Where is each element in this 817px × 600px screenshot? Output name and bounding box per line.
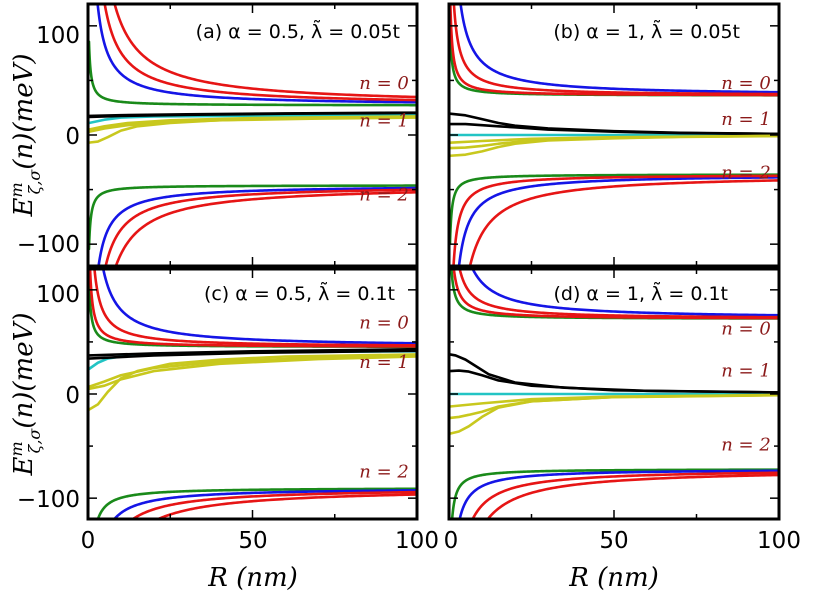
panel-a-ytick-neg100: −100 [17, 232, 80, 258]
panel-b-series-n2-green [449, 173, 779, 245]
panel-d-n-labels: n = 0 n = 1 n = 2 [721, 319, 771, 456]
panel-a-ticks [87, 4, 418, 266]
panel-b: (b) α = 1, λ̃ = 0.05t n = 0 n = 1 n = 2 [447, 2, 781, 268]
panel-a-n-label-0: n = 0 [359, 73, 409, 94]
x-axis-label-right: R (nm) [568, 563, 659, 593]
panel-a-series-n2-green [88, 184, 417, 251]
y-axis-label-top: Emζ,σ(n)(meV) [7, 54, 44, 218]
panel-a-n-label-1: n = 1 [359, 110, 409, 131]
panel-c-series-n0-blue [101, 269, 417, 345]
y-axis-label-bottom: Emζ,σ(n)(meV) [7, 313, 44, 477]
panel-c-n-label-2: n = 2 [359, 461, 409, 482]
panel-b-series-n0-red-2 [449, 4, 779, 97]
panel-a-series-n1-black-2 [88, 111, 417, 119]
panel-c-series-n1-yellow-3 [88, 353, 417, 389]
y-label-sub: ζ,σ [25, 428, 44, 454]
panel-c-series-n2-blue [112, 489, 417, 519]
panel-a: (a) α = 0.5, λ̃ = 0.05t n = 0n = 1n = 2 … [17, 2, 419, 268]
panel-d-xtick-0: 0 [444, 528, 459, 554]
panel-b-series [449, 4, 779, 266]
panel-d: (d) α = 1, λ̃ = 0.1t n = 0 n = 1 n = 2 0 5… [444, 267, 801, 554]
panel-d-series-n2-green [450, 468, 779, 519]
y-label-base: E [9, 456, 39, 476]
panel-a-ytick-0: 0 [65, 124, 80, 150]
panel-d-series-n2-blue [458, 469, 779, 519]
panel-d-series-n2-red-2 [486, 473, 779, 519]
panel-c: (c) α = 0.5, λ̃ = 0.1t n = 0 n = 1 n = 2 1… [17, 267, 439, 554]
panel-c-series-n2-red-2 [155, 493, 417, 519]
panel-c-title: (c) α = 0.5, λ̃ = 0.1t [204, 280, 395, 305]
y-label-sup: m [7, 182, 26, 197]
panel-c-n-label-1: n = 1 [359, 352, 409, 373]
panel-a-title: (a) α = 0.5, λ̃ = 0.05t [196, 18, 400, 43]
panel-c-xtick-0: 0 [81, 528, 96, 554]
y-label-sub: ζ,σ [25, 169, 44, 195]
panel-a-series-n2-red-2 [114, 190, 417, 266]
x-axis-label-left: R (nm) [207, 563, 298, 593]
panel-a-series-n2-red-1 [104, 188, 417, 266]
panel-d-series-n0-blue [471, 269, 779, 317]
panel-b-series-n0-red-1 [452, 4, 779, 96]
panel-d-n-label-0: n = 0 [721, 319, 771, 340]
panel-c-n-label-0: n = 0 [359, 312, 409, 333]
y-label-rest: (n)(meV) [9, 54, 39, 170]
panel-d-series-n1-yellow-3 [449, 393, 779, 408]
panel-d-series-n0-red-2 [452, 269, 779, 320]
panel-d-xtick-100: 100 [757, 528, 801, 554]
y-label-sup: m [7, 441, 26, 456]
panel-a-series [88, 4, 417, 266]
panel-a-n-labels: n = 0 n = 1 n = 2 [359, 73, 409, 205]
panel-b-series-n1-black-2 [449, 122, 779, 136]
panel-a-series-n0-red-1 [103, 4, 417, 102]
panel-d-title: (d) α = 1, λ̃ = 0.1t [553, 280, 728, 305]
panel-c-ytick-neg100: −100 [17, 487, 80, 513]
panel-a-series-n0-green [88, 40, 417, 107]
y-label-base: E [9, 197, 39, 217]
panel-d-series-n1-yellow-2 [449, 393, 779, 420]
panel-c-series-n2-red-1 [130, 490, 417, 519]
panel-b-series-n1-yellow-3 [449, 134, 779, 144]
panel-d-series-n2-red-1 [471, 471, 779, 519]
panel-c-ytick-0: 0 [65, 383, 80, 409]
panel-b-n-label-0: n = 0 [721, 73, 771, 94]
panel-b-series-n2-red-1 [452, 174, 779, 266]
panel-b-title: (b) α = 1, λ̃ = 0.05t [553, 18, 740, 43]
panel-a-frame [86, 2, 419, 268]
panel-b-n-label-2: n = 2 [721, 163, 771, 184]
panel-b-n-label-1: n = 1 [721, 109, 771, 130]
panel-b-frame [447, 2, 781, 268]
panel-d-series-n1-black-2 [449, 369, 779, 394]
panel-c-ytick-100: 100 [36, 282, 80, 308]
panel-d-frame [447, 267, 781, 521]
panel-a-series-n1-yellow-3 [88, 115, 417, 131]
panel-d-n-label-2: n = 2 [721, 434, 771, 455]
panel-b-n-labels: n = 0 n = 1 n = 2 [721, 73, 771, 184]
panel-a-n-label-2: n = 2 [359, 185, 409, 206]
y-label-rest: (n)(meV) [9, 313, 39, 429]
panel-b-series-n0-blue [459, 4, 779, 94]
panel-c-series-n0-red-2 [88, 269, 417, 348]
panel-c-series-n0-red-1 [93, 269, 417, 347]
panel-c-series-n1-yellow-2 [88, 355, 417, 391]
panel-b-series-n2-red-2 [468, 179, 779, 266]
panel-d-xtick-50: 50 [599, 528, 628, 554]
panel-a-ytick-100: 100 [36, 23, 80, 49]
panel-d-series [449, 269, 779, 519]
panel-a-series-n2-blue [97, 186, 417, 266]
panel-a-series-n0-red-2 [113, 4, 417, 99]
panel-d-n-label-1: n = 1 [721, 360, 771, 381]
panel-a-series-n0-blue [96, 4, 417, 104]
panel-c-xtick-100: 100 [395, 528, 439, 554]
panel-c-xtick-50: 50 [238, 528, 267, 554]
panel-c-frame [86, 267, 419, 521]
panel-c-n-labels: n = 0 n = 1 n = 2 [359, 312, 409, 482]
panel-c-series-n1-black-2 [88, 349, 417, 360]
panel-c-series-n1-black-1 [88, 347, 417, 357]
